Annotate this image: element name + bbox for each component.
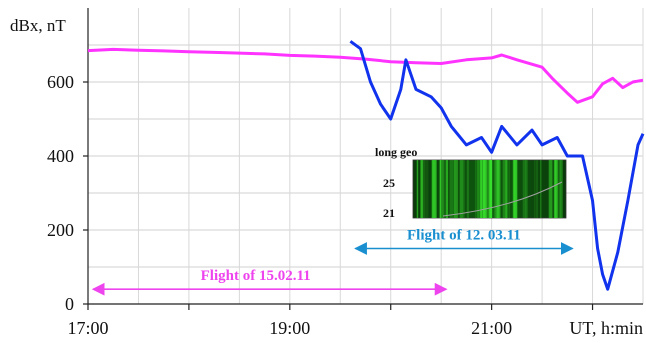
inset-streak	[548, 160, 553, 218]
series-line-1	[87, 47, 644, 104]
inset-streak	[508, 160, 510, 218]
inset-streak	[483, 160, 487, 218]
inset-streak	[493, 160, 497, 218]
inset-streak	[535, 160, 538, 218]
inset-streak	[534, 160, 536, 218]
inset-streak	[445, 160, 449, 218]
inset-streak	[505, 160, 508, 218]
inset-streak	[422, 160, 425, 218]
inset-streak	[459, 160, 464, 218]
inset-streak	[553, 160, 557, 218]
inset-streak	[420, 160, 423, 218]
inset-streak	[449, 160, 454, 218]
inset-streak	[463, 160, 465, 218]
x-tick-label: 21:00	[471, 318, 512, 338]
annotation-label-2: Flight of 12. 03.11	[407, 228, 521, 244]
inset-streak	[477, 160, 480, 218]
inset-streak	[495, 160, 497, 218]
inset-streak	[514, 160, 517, 218]
inset-streak	[496, 160, 501, 218]
series-line-2	[349, 40, 645, 291]
y-tick-label: 400	[47, 146, 74, 166]
inset-streak	[455, 160, 459, 218]
axes	[83, 8, 643, 310]
inset-streak	[441, 160, 445, 218]
inset-streak	[416, 160, 419, 218]
inset-streak	[487, 160, 489, 218]
inset-streak	[525, 160, 528, 218]
y-tick-label: 0	[65, 294, 74, 314]
inset-streak	[513, 160, 516, 218]
inset-streak	[560, 160, 563, 218]
inset-streak	[559, 160, 562, 218]
inset-streak	[453, 160, 456, 218]
inset-streak	[559, 160, 563, 218]
inset-title: long geo	[375, 145, 417, 159]
series-group	[87, 40, 645, 291]
x-tick-label: 19:00	[269, 318, 310, 338]
y-tick-label: 600	[47, 72, 74, 92]
inset-tick-label: 21	[383, 206, 395, 220]
x-axis-label: UT, h:min	[569, 318, 643, 338]
inset-streak	[475, 160, 477, 218]
inset-streak	[431, 160, 434, 218]
inset-streak	[502, 160, 505, 218]
inset-trajectory	[442, 181, 563, 217]
inset-streak	[424, 160, 429, 218]
x-tick-label: 17:00	[67, 318, 108, 338]
y-tick-label: 200	[47, 220, 74, 240]
inset-streak	[489, 160, 493, 218]
inset-streak	[443, 160, 447, 218]
annotations: Flight of 15.02.11 Flight of 12. 03.11	[91, 228, 574, 296]
inset-streak	[522, 160, 526, 218]
inset-tick-label: 25	[383, 176, 395, 190]
tick-labels: 0 200 400 600 17:00 19:00 21:00 dBx, nT UT, h:mi…	[10, 16, 643, 338]
inset-streak	[512, 160, 515, 218]
inset-streak	[466, 160, 469, 218]
inset-group: long geo 25 21	[375, 145, 567, 220]
inset-streak	[540, 160, 542, 218]
annotation-label-1: Flight of 15.02.11	[201, 268, 311, 284]
y-axis-label: dBx, nT	[10, 16, 66, 35]
inset-streak	[480, 160, 482, 218]
inset-streak	[482, 160, 486, 218]
inset-streak	[438, 160, 440, 218]
inset-streak	[440, 160, 442, 218]
inset-streak	[433, 160, 437, 218]
